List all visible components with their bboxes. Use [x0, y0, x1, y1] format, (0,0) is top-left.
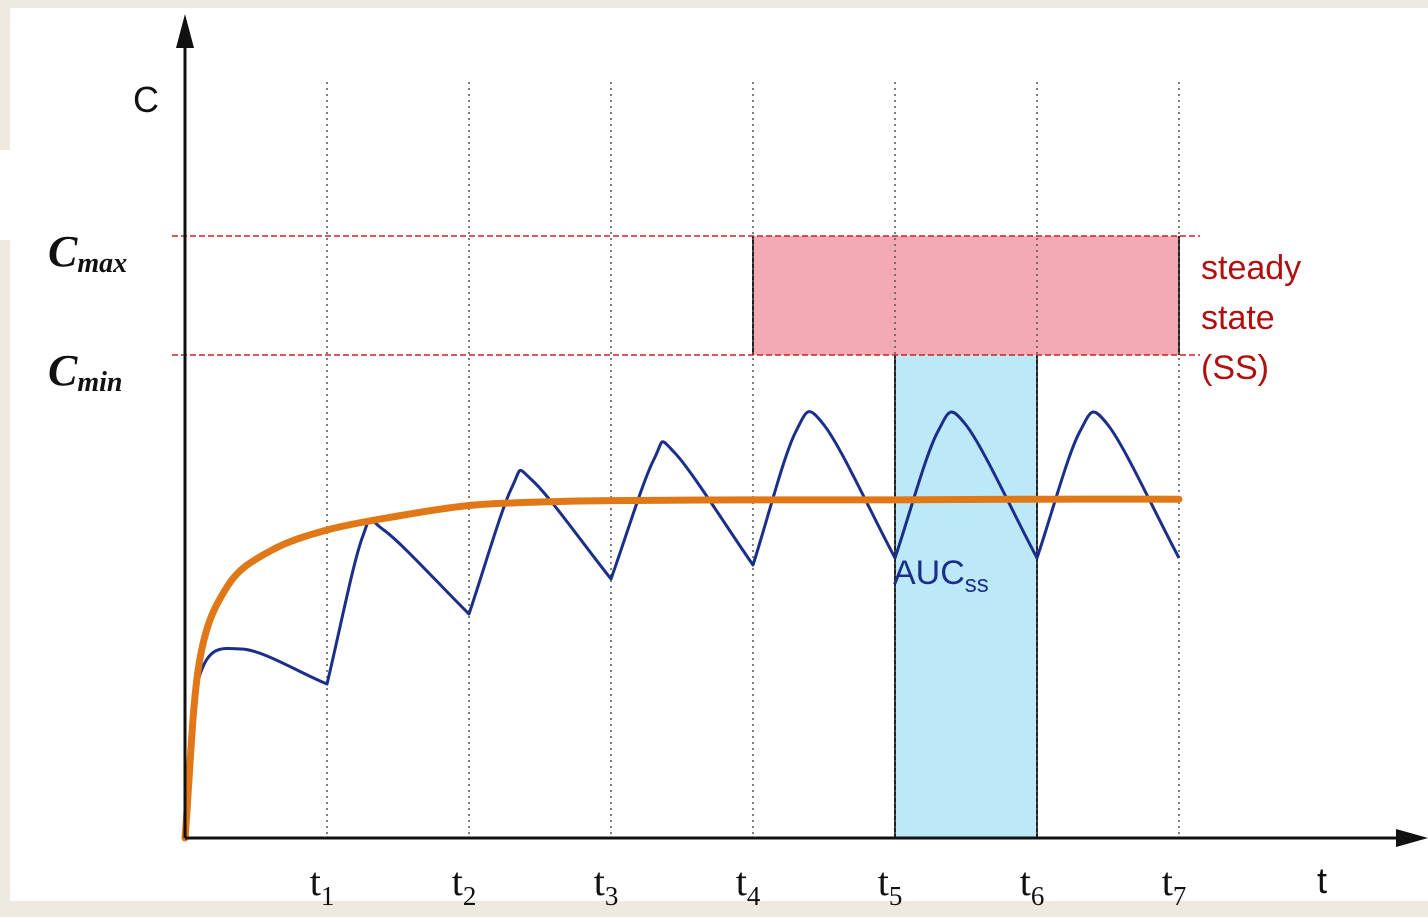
- tick-label-t1-sub: 1: [321, 881, 335, 911]
- steady-state-label-2: (SS): [1201, 349, 1269, 387]
- grid-layer: [326, 82, 1180, 838]
- tick-label-t4-sub: 4: [747, 881, 761, 911]
- steady-state-label-0: steady: [1201, 249, 1301, 287]
- tick-label-t3-sub: 3: [605, 881, 619, 911]
- tick-label-t5: t5: [878, 859, 903, 911]
- label-cmin-sub: min: [77, 367, 122, 398]
- auc-ss-label-sub: ss: [965, 571, 989, 598]
- reference-lines-layer: [172, 235, 1200, 356]
- tick-label-t2-sub: 2: [463, 881, 477, 911]
- tick-label-t3: t3: [594, 859, 619, 911]
- tick-label-t1: t1: [310, 859, 335, 911]
- steady-state-label-1: state: [1201, 299, 1275, 337]
- tick-label-t6-sub: 6: [1031, 881, 1045, 911]
- plot-background: [10, 8, 1428, 901]
- regions-layer: [752, 236, 1180, 838]
- auc-ss-region: [895, 355, 1037, 838]
- tick-label-t4: t4: [736, 859, 761, 911]
- auc-ss-label: AUCss: [893, 554, 989, 598]
- series-layer: [181, 410, 1183, 842]
- tick-label-t2: t2: [452, 859, 477, 911]
- label-cmin: Cmin: [48, 346, 123, 398]
- label-cmax-sub: max: [77, 248, 127, 279]
- labels-layer: Ct t1 t2 t3 t4 t5 t6 t7 Cmax Cmin steady state (SS) A…: [48, 79, 1327, 911]
- x-axis-arrow: [1396, 829, 1428, 847]
- y-axis-label: C: [133, 79, 159, 120]
- y-axis-arrow: [176, 14, 194, 48]
- axes-layer: [176, 14, 1428, 847]
- tick-label-t7: t7: [1162, 859, 1187, 911]
- tick-label-t5-sub: 5: [889, 881, 903, 911]
- tick-label-t6: t6: [1020, 859, 1045, 911]
- x-axis-label: t: [1317, 860, 1327, 901]
- steady-state-region: [753, 236, 1179, 355]
- average-concentration-curve: [181, 495, 1183, 842]
- label-background: [0, 150, 170, 240]
- label-cmax: Cmax: [48, 227, 127, 279]
- tick-label-t7-sub: 7: [1173, 881, 1187, 911]
